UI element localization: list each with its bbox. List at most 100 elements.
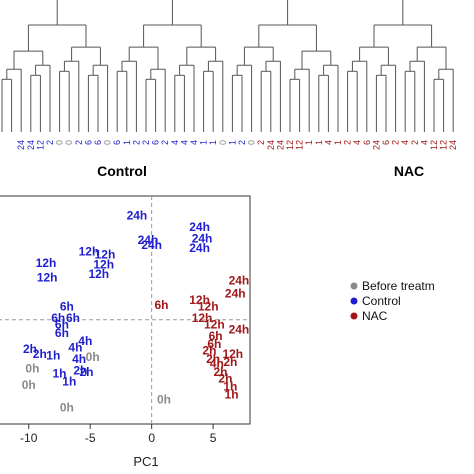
- legend-entry: Before treatm: [362, 279, 435, 293]
- dendrogram-leaf-label: 1: [122, 140, 132, 145]
- data-point-label: 0h: [22, 378, 36, 392]
- data-point-label: 2h: [23, 342, 37, 356]
- data-point-label: 12h: [93, 257, 114, 271]
- data-point-label: 0h: [157, 393, 171, 407]
- dendrogram-leaf-label: 24: [448, 140, 458, 150]
- data-point-label: 6h: [60, 300, 74, 314]
- dendrogram-leaf-label: 4: [400, 140, 410, 145]
- data-point-label: 2h: [223, 355, 237, 369]
- dendrogram-branches: [1, 0, 454, 132]
- dendrogram-leaf-label: 2: [343, 140, 353, 145]
- dendrogram-leaf-label: 24: [16, 140, 26, 150]
- dendrogram-leaf-label: 2: [256, 140, 266, 145]
- data-point-label: 2h: [79, 365, 93, 379]
- dendrogram-leaf-label: 1: [314, 140, 324, 145]
- dendrogram-leaf-label: 0: [247, 140, 257, 145]
- data-point-label: 0h: [60, 401, 74, 415]
- dendrogram-leaf-label: 6: [381, 140, 391, 145]
- data-point-label: 0h: [86, 350, 100, 364]
- dendrogram-leaf-label: 1: [333, 140, 343, 145]
- dendrogram-leaf-label: 6: [93, 140, 103, 145]
- dendrogram-leaf-label: 4: [179, 140, 189, 145]
- data-point-label: 24h: [141, 238, 162, 252]
- data-point-label: 6h: [154, 298, 168, 312]
- legend-marker: [350, 282, 358, 290]
- data-point-label: 6h: [55, 318, 69, 332]
- legend-marker: [350, 312, 358, 320]
- data-point-label: 6h: [209, 329, 223, 343]
- legend-entry: NAC: [362, 309, 388, 323]
- dendrogram-leaf-label: 0: [64, 140, 74, 145]
- data-point-label: 4h: [72, 352, 86, 366]
- data-point-label: 1h: [62, 375, 76, 389]
- data-point-label: 24h: [138, 233, 159, 247]
- data-point-label: 2h: [202, 344, 216, 358]
- data-point-label: 1h: [46, 349, 60, 363]
- x-tick-label: -5: [85, 431, 96, 445]
- data-point-label: 6h: [66, 311, 80, 325]
- data-point-label: 1h: [223, 380, 237, 394]
- data-point-label: 24h: [225, 287, 246, 301]
- dendrogram-leaf-label: 4: [170, 140, 180, 145]
- dendrogram-leaf-labels: 24 24 12 2 0 0 2 6 6 0 6 1 2 2 6 2 4 4 4 1 1 0 1 2 0 2 24 24 12 12 1 1 4…: [16, 140, 458, 150]
- dendrogram-leaf-label: 2: [141, 140, 151, 145]
- data-point-label: 12h: [222, 347, 243, 361]
- dendrogram-leaf-label: 12: [285, 140, 295, 150]
- data-point-label: 12h: [88, 267, 109, 281]
- data-point-label: 12h: [204, 318, 225, 332]
- dendrogram-leaf-label: 0: [55, 140, 65, 145]
- dendrogram-leaf-label: 24: [275, 140, 285, 150]
- group-label-nac: NAC: [394, 163, 424, 179]
- data-point-label: 12h: [192, 311, 213, 325]
- data-point-label: 2h: [33, 347, 47, 361]
- data-point-label: 12h: [37, 270, 58, 284]
- dendrogram-leaf-label: 2: [45, 140, 55, 145]
- data-point-label: 2h: [213, 365, 227, 379]
- dendrogram-leaf-label: 24: [266, 140, 276, 150]
- data-point-label: 12h: [79, 244, 100, 258]
- dendrogram-leaf-label: 12: [295, 140, 305, 150]
- x-tick-label: -10: [20, 431, 38, 445]
- dendrogram-leaf-label: 24: [26, 140, 36, 150]
- data-point-label: 12h: [36, 256, 57, 270]
- x-tick-label: 5: [210, 431, 217, 445]
- data-point-label: 24h: [127, 209, 148, 223]
- data-point-label: 12h: [198, 300, 219, 314]
- data-point-label: 1h: [52, 367, 66, 381]
- dendrogram-leaf-label: 1: [227, 140, 237, 145]
- data-point-label: 4h: [210, 357, 224, 371]
- data-point-label: 4h: [68, 340, 82, 354]
- dendrogram-leaf-label: 2: [160, 140, 170, 145]
- dendrogram-leaf-label: 1: [199, 140, 209, 145]
- dendrogram-leaf-label: 6: [151, 140, 161, 145]
- data-point-label: 6h: [51, 311, 65, 325]
- dendrogram-leaf-label: 4: [323, 140, 333, 145]
- dendrogram-leaf-label: 2: [131, 140, 141, 145]
- data-point-label: 24h: [189, 241, 210, 255]
- data-point-label: 2h: [73, 363, 87, 377]
- dendrogram-leaf-label: 6: [362, 140, 372, 145]
- dendrogram-leaf-label: 6: [83, 140, 93, 145]
- data-point-label: 24h: [229, 274, 250, 288]
- data-point-label: 24h: [189, 220, 210, 234]
- group-label-control: Control: [97, 163, 147, 179]
- data-point-label: 4h: [78, 334, 92, 348]
- dendrogram: 24 24 12 2 0 0 2 6 6 0 6 1 2 2 6 2 4 4 4 1 1 0 1 2 0 2 24 24 12 12 1 1 4…: [1, 0, 458, 179]
- data-point-label: 24h: [192, 231, 213, 245]
- dendrogram-leaf-label: 4: [189, 140, 199, 145]
- legend-entry: Control: [362, 294, 401, 308]
- dendrogram-leaf-label: 24: [371, 140, 381, 150]
- dendrogram-leaf-label: 12: [35, 140, 45, 150]
- dendrogram-leaf-label: 12: [429, 140, 439, 150]
- x-axis-title: PC1: [133, 454, 158, 469]
- dendrogram-leaf-label: 1: [208, 140, 218, 145]
- dendrogram-leaf-label: 0: [218, 140, 228, 145]
- data-point-label: 2h: [206, 352, 220, 366]
- dendrogram-leaf-label: 2: [237, 140, 247, 145]
- dendrogram-leaf-label: 2: [391, 140, 401, 145]
- dendrogram-leaf-label: 2: [410, 140, 420, 145]
- data-point-label: 12h: [95, 248, 116, 262]
